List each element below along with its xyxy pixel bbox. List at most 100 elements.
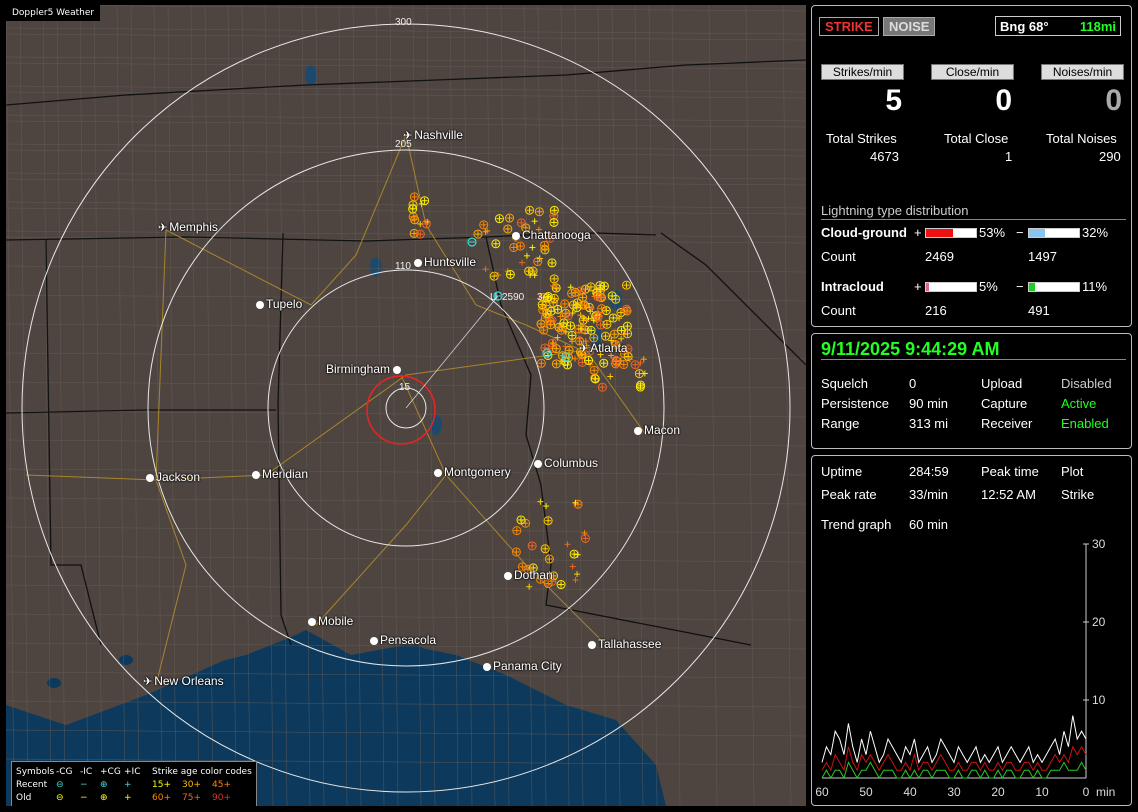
- close-per-min-button[interactable]: Close/min: [931, 64, 1014, 80]
- datetime-divider: [821, 359, 1126, 360]
- strike-symbol: [584, 302, 594, 312]
- strike-symbol: [546, 306, 556, 316]
- state-boundary: [660, 232, 806, 366]
- uptime-label: Uptime: [821, 464, 863, 479]
- strike-symbol: [525, 205, 535, 215]
- trend-x-unit: min: [1096, 785, 1115, 799]
- total-strikes-value: 4673: [870, 149, 899, 164]
- cg-negative-bar-fill: [1029, 229, 1045, 237]
- ic-negative-percent: 11%: [1082, 279, 1108, 294]
- squelch-value: 0: [909, 376, 917, 391]
- legend-type: -IC: [80, 766, 93, 777]
- ic-negative-count: 491: [1028, 303, 1050, 318]
- city-name: Montgomery: [444, 465, 511, 479]
- strike-symbol: [503, 224, 513, 234]
- range-ring: [267, 269, 545, 547]
- legend-age-title: Strike age color codes: [152, 766, 252, 777]
- strike-symbol: [601, 306, 611, 316]
- recent-strike-symbol: [542, 348, 552, 358]
- upload-value: Disabled: [1061, 376, 1112, 391]
- lake: [370, 257, 382, 277]
- county-line: [116, 5, 126, 806]
- plot-label: Plot: [1061, 464, 1084, 479]
- city-name: Columbus: [544, 456, 599, 470]
- persistence-value: 90 min: [909, 396, 949, 411]
- city-name: Chattanooga: [522, 228, 591, 242]
- county-line: [227, 5, 237, 806]
- noises-per-min-button[interactable]: Noises/min: [1041, 64, 1124, 80]
- intracloud-label: Intracloud: [821, 279, 884, 294]
- strike-summary-panel: STRIKE NOISE Bng 68° 118mi Strikes/min C…: [811, 5, 1132, 327]
- strike-symbol: [517, 562, 527, 572]
- trend-value: 60 min: [909, 517, 949, 532]
- city-dot-icon: [146, 473, 154, 482]
- city-macon: Macon: [634, 423, 680, 437]
- legend-age: 75+: [182, 792, 201, 803]
- range-ring: [147, 149, 665, 667]
- strike-symbol: [523, 564, 533, 574]
- strike-symbol: [580, 533, 590, 543]
- strike-symbol: [511, 547, 521, 557]
- noise-tab[interactable]: NOISE: [883, 17, 936, 36]
- coastal-land: [6, 630, 306, 725]
- peak-time-label: Peak time: [981, 464, 1039, 479]
- close-alert-ring: [366, 375, 436, 445]
- strike-symbol: [473, 229, 483, 239]
- strike-tab[interactable]: STRIKE: [819, 17, 879, 36]
- ring-label: 110: [395, 261, 411, 272]
- plot-value[interactable]: Strike: [1061, 487, 1095, 502]
- strike-symbol: [491, 239, 501, 249]
- strike-symbol: [549, 205, 559, 215]
- strike-symbol: [602, 319, 612, 329]
- strike-symbol: [544, 554, 554, 564]
- city-dothan: Dothan: [504, 568, 553, 582]
- county-line: [6, 352, 806, 360]
- strike-symbol: [545, 233, 555, 243]
- legend-age: 60+: [152, 792, 171, 803]
- ic-positive-bar: [925, 282, 977, 292]
- lake: [305, 65, 317, 85]
- strike-symbol: [551, 344, 561, 354]
- strike-symbol: [584, 346, 594, 356]
- strike-symbol: [601, 331, 611, 341]
- total-strikes-label: Total Strikes: [826, 131, 897, 146]
- city-name: Memphis: [169, 220, 218, 234]
- highway: [165, 134, 407, 306]
- strike-symbol: [576, 349, 586, 359]
- distribution-title: Lightning type distribution: [821, 203, 969, 218]
- strike-symbol: [616, 308, 626, 318]
- county-line: [19, 5, 29, 806]
- city-dot-icon: [512, 231, 520, 240]
- city-name: Tallahassee: [598, 637, 662, 651]
- city-name: Macon: [644, 423, 681, 437]
- strike-symbol: [512, 526, 522, 536]
- ring-label: 300: [395, 17, 412, 28]
- strike-symbol: [545, 316, 555, 326]
- range-value: 313 mi: [909, 416, 949, 431]
- strike-symbol: [621, 280, 631, 290]
- county-line: [315, 5, 325, 806]
- bearing-value: Bng 68°: [1000, 19, 1049, 34]
- county-line: [6, 584, 806, 592]
- recent-strike-symbol: [561, 352, 571, 362]
- legend-recent-symbol: ⊖: [56, 779, 64, 790]
- ring-label: 15: [399, 382, 411, 393]
- city-name: Nashville: [414, 128, 463, 142]
- range-ring: [385, 387, 427, 429]
- county-line: [6, 613, 806, 621]
- city-chattanooga: Chattanooga: [512, 228, 591, 242]
- strikes-per-min-button[interactable]: Strikes/min: [821, 64, 904, 80]
- strike-symbol: [567, 288, 577, 298]
- strike-symbol: [536, 319, 546, 329]
- lightning-map[interactable]: Doppler5 Weather ✈ Nashville ✈ Memphis Chatt…: [6, 5, 806, 806]
- strike-symbol: [505, 269, 515, 279]
- legend-recent-symbol: +: [124, 779, 132, 790]
- receiver-value: Enabled: [1061, 416, 1109, 431]
- peak-time-value: 12:52 AM: [981, 487, 1036, 502]
- strike-symbol: [636, 380, 646, 390]
- strike-symbol: [590, 374, 600, 384]
- city-meridian: Meridian: [252, 467, 308, 481]
- county-line: [6, 265, 806, 273]
- cursor-side: 3: [537, 292, 543, 303]
- bearing-range: 118mi: [1079, 19, 1116, 34]
